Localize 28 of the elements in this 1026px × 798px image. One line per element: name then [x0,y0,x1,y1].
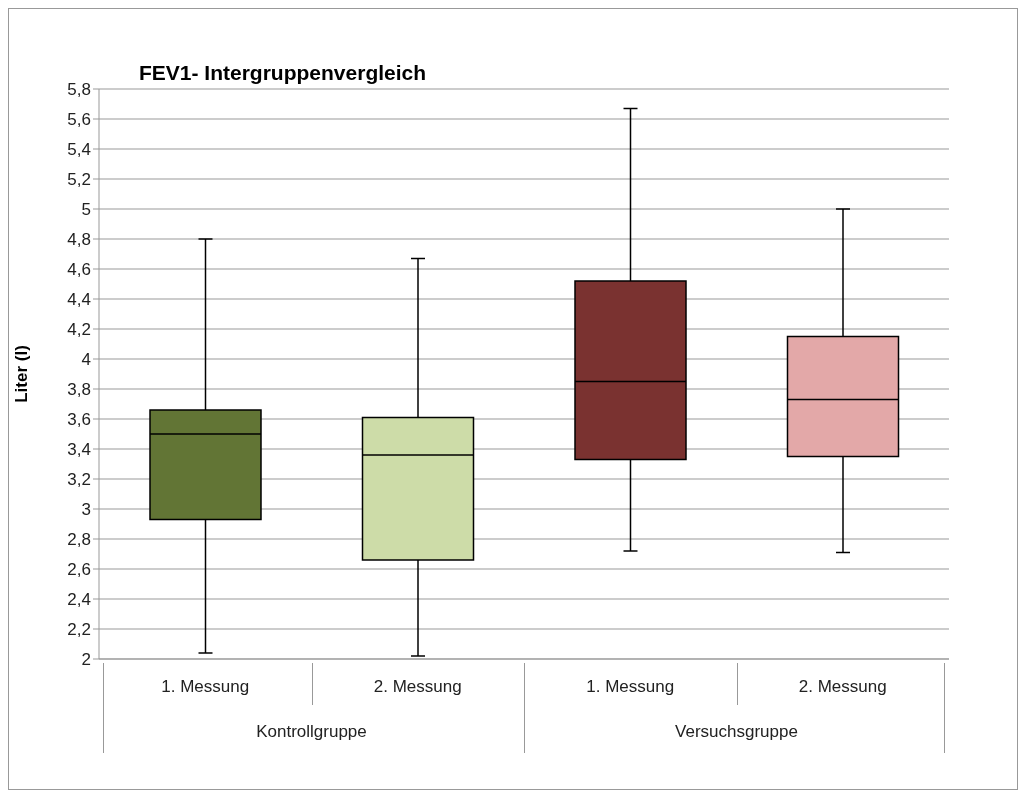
y-tick-label: 2,4 [67,590,91,610]
y-tick-label: 4,8 [67,230,91,250]
y-axis-title: Liter (l) [12,345,32,403]
y-tick-label: 3,4 [67,440,91,460]
y-tick-label: 5 [81,200,91,220]
y-tick-label: 2,8 [67,530,91,550]
x-tick-label: 2. Messung [373,677,462,696]
y-tick-label: 5,2 [67,170,91,190]
chart-title: FEV1- Intergruppenvergleich [139,61,427,85]
y-tick-label: 2,2 [67,620,91,640]
y-tick-label: 2,6 [67,560,91,580]
y-tick-label: 3,6 [67,410,91,430]
y-tick-label: 5,4 [67,140,91,160]
x-tick-label: 1. Messung [161,677,250,696]
y-tick-label: 4,6 [67,260,91,280]
y-tick-label: 3,8 [67,380,91,400]
y-tick-label: 4,4 [67,290,91,310]
text: Kontrollgruppe [256,722,367,741]
y-tick-label: 3 [81,500,91,520]
y-tick-label: 4,2 [67,320,91,340]
x-tick-label: 2. Messung [798,677,887,696]
y-tick-label: 3,2 [67,470,91,490]
x-tick-label: 1. Messung [586,677,675,696]
y-tick-label: 5,8 [67,80,91,100]
text: Versuchsgruppe [675,722,798,741]
y-tick-label: 2 [81,650,91,670]
y-tick-label: 5,6 [67,110,91,130]
y-tick-label: 4 [81,350,91,370]
